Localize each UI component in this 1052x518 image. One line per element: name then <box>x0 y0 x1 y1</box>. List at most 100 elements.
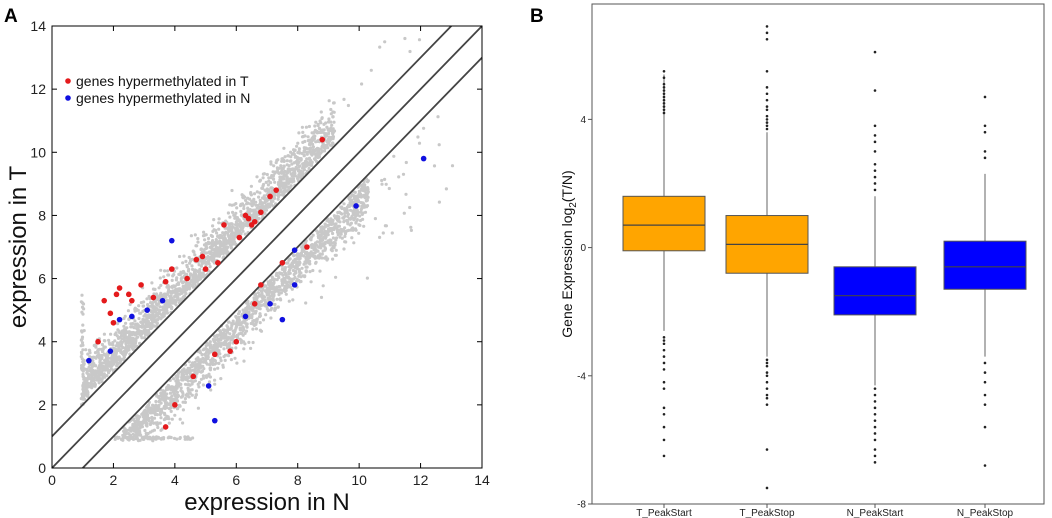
background-point <box>214 342 218 346</box>
background-point <box>279 164 283 168</box>
background-point <box>163 397 167 401</box>
point-hyper-t <box>107 310 114 317</box>
outlier-point <box>765 70 769 73</box>
background-point <box>174 292 178 296</box>
background-point <box>247 212 251 216</box>
background-point <box>259 299 263 304</box>
background-point <box>86 372 90 376</box>
background-point <box>177 272 181 276</box>
background-point <box>332 110 336 114</box>
background-point <box>148 422 152 427</box>
point-hyper-t <box>150 294 157 301</box>
background-point <box>261 318 266 322</box>
background-point <box>276 182 280 186</box>
point-hyper-n <box>144 307 151 313</box>
background-point <box>209 360 213 364</box>
background-point <box>156 318 160 322</box>
background-point <box>364 191 368 196</box>
background-point <box>82 358 86 362</box>
background-point <box>197 385 201 389</box>
background-point <box>172 285 176 289</box>
outlier-point <box>765 31 769 35</box>
background-point <box>325 258 329 262</box>
background-point <box>324 144 328 148</box>
background-point <box>193 395 197 400</box>
background-point <box>186 388 190 393</box>
background-point <box>201 275 206 279</box>
background-point <box>301 130 305 134</box>
background-point <box>152 416 157 420</box>
background-point <box>228 327 232 331</box>
background-point <box>178 436 182 441</box>
background-point <box>92 379 96 383</box>
background-point <box>223 339 227 343</box>
background-point <box>196 275 200 279</box>
background-point <box>208 368 212 372</box>
point-hyper-t <box>227 348 233 354</box>
background-point <box>283 155 287 159</box>
background-point <box>324 223 328 227</box>
background-point <box>266 280 270 284</box>
background-point <box>261 172 265 176</box>
background-point <box>103 375 107 379</box>
background-point <box>402 211 406 215</box>
background-point <box>152 317 156 321</box>
background-point <box>82 383 86 387</box>
background-point <box>179 395 183 399</box>
background-point <box>335 228 339 232</box>
background-point <box>241 333 245 337</box>
background-point <box>193 233 197 237</box>
background-point <box>177 282 181 286</box>
outlier-point <box>983 464 987 467</box>
outlier-point <box>662 348 666 352</box>
background-point <box>155 302 159 306</box>
background-point <box>347 228 351 232</box>
background-point <box>122 324 126 328</box>
outlier-point <box>662 108 666 112</box>
point-hyper-n <box>159 297 166 304</box>
background-point <box>325 125 329 129</box>
background-point <box>198 275 202 279</box>
background-point <box>360 82 364 86</box>
background-point <box>193 253 197 257</box>
background-point <box>240 226 245 230</box>
background-point <box>292 173 296 177</box>
background-point <box>110 364 114 368</box>
background-point <box>102 352 106 356</box>
background-point <box>330 123 334 127</box>
background-point <box>212 218 216 222</box>
background-point <box>362 224 366 228</box>
background-point <box>156 425 160 430</box>
background-point <box>307 166 311 171</box>
background-point <box>212 251 216 255</box>
background-point <box>271 199 275 203</box>
background-point <box>342 202 346 206</box>
background-point <box>342 247 346 251</box>
background-point <box>210 247 215 251</box>
background-point <box>288 177 293 181</box>
background-point <box>267 189 271 193</box>
background-point <box>317 150 321 154</box>
background-point <box>450 164 455 168</box>
background-point <box>286 181 291 185</box>
background-point <box>151 403 155 407</box>
background-point <box>128 333 132 337</box>
point-hyper-n <box>168 237 175 244</box>
point-hyper-n <box>129 313 135 320</box>
background-point <box>128 302 132 307</box>
background-point <box>172 377 176 381</box>
background-point <box>175 397 179 401</box>
background-point <box>231 225 235 229</box>
background-point <box>204 247 208 251</box>
background-point <box>264 300 268 304</box>
background-point <box>278 297 282 301</box>
outlier-point <box>765 380 769 384</box>
background-point <box>310 163 314 167</box>
background-point <box>278 285 282 289</box>
background-point <box>350 193 354 197</box>
background-point <box>191 361 195 365</box>
background-point <box>158 421 162 425</box>
background-point <box>115 334 119 338</box>
background-point <box>283 181 287 185</box>
